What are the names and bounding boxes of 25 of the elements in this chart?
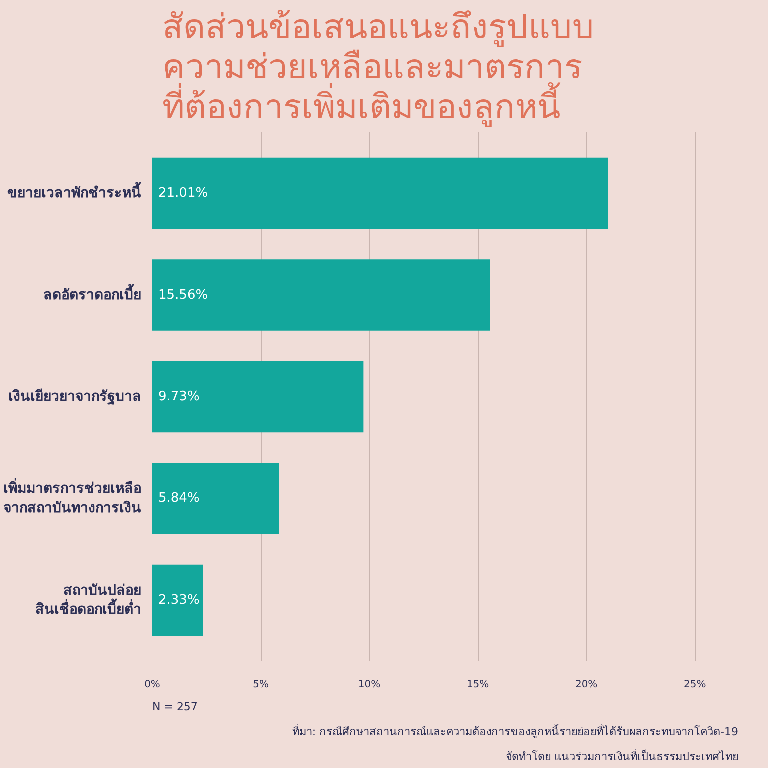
data-label: 15.56% — [158, 288, 208, 303]
bar — [152, 361, 364, 433]
x-tick-label: 5% — [253, 680, 269, 690]
y-tick-label: ขยายเวลาพักชำระหนี้ — [8, 182, 142, 202]
text: ที่มา: กรณีศึกษาสถานการณ์และความต้องการของลูกหนี้รายย่อยที่ได้รับผลกระทบจากโควิด-19 — [292, 724, 739, 738]
y-tick-label: สถาบันปล่อย สินเชื่อดอกเบี้ยต่ำ — [36, 582, 142, 618]
x-tick-label: 25% — [684, 680, 706, 690]
bar — [152, 564, 204, 636]
y-tick-label: ลดอัตราดอกเบี้ย — [44, 283, 142, 304]
x-tick-label: 20% — [575, 680, 598, 690]
data-label: 9.73% — [158, 390, 200, 404]
bar — [152, 260, 490, 331]
text: N = 257 — [152, 700, 198, 714]
x-tick-label: 0% — [144, 680, 160, 690]
text: จัดทำโดย แนวร่วมการเงินที่เป็นธรรมประเทศไทย — [506, 748, 739, 764]
x-tick-label: 10% — [358, 680, 381, 690]
x-tick-label: 15% — [466, 680, 490, 690]
data-label: 5.84% — [158, 491, 200, 506]
chart-title: สัดส่วนข้อเสนอแนะถึงรูปแบบ ความช่วยเหลือและมาตรการ ที่ต้องการเพิ่มเติมของลูกหนี้ — [162, 8, 594, 128]
data-label: 21.01% — [158, 186, 208, 202]
y-tick-label: เงินเยียวยาจากรัฐบาล — [8, 389, 142, 406]
data-label: 2.33% — [158, 592, 200, 608]
bar — [152, 463, 280, 534]
bar — [152, 158, 608, 230]
y-tick-label: เพิ่มมาตรการช่วยเหลือ จากสถาบันทางการเงิน — [4, 478, 142, 516]
